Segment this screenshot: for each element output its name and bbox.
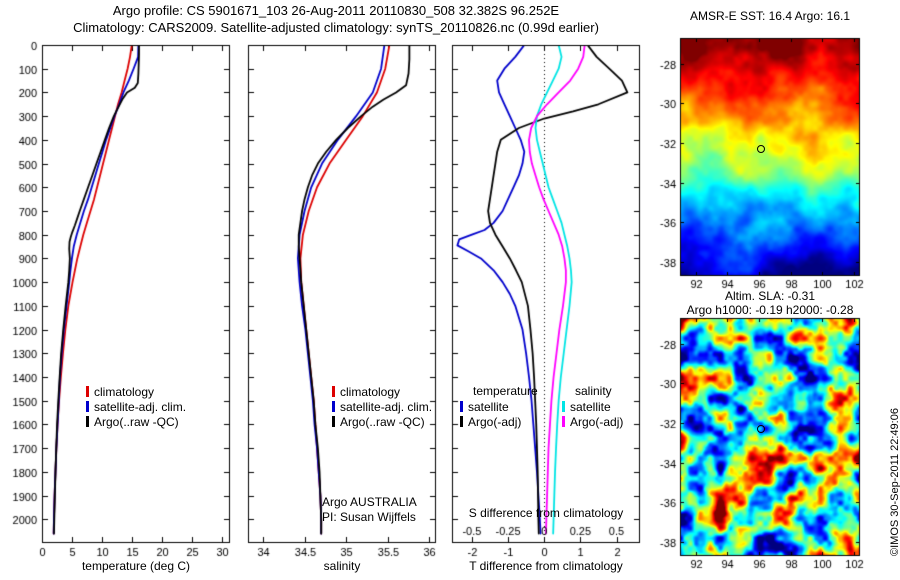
legend-label: satellite bbox=[570, 399, 611, 414]
argo-raw-swatch bbox=[86, 416, 89, 427]
argo-location-marker-sst bbox=[757, 145, 765, 153]
legend-item-argo-adj: Argo(-adj) bbox=[460, 414, 538, 429]
legend-label: satellite-adj. clim. bbox=[340, 399, 433, 414]
argo-australia-annotation: Argo AUSTRALIA PI: Susan Wijffels bbox=[322, 495, 417, 525]
satellite-temp-swatch bbox=[460, 401, 463, 412]
figure-title-line-2: Climatology: CARS2009. Satellite-adjuste… bbox=[73, 20, 599, 35]
legend-item-satellite: satellite bbox=[460, 399, 538, 414]
satellite-sal-swatch bbox=[562, 401, 565, 412]
legend-label: climatology bbox=[340, 384, 401, 399]
annotation-line-2: PI: Susan Wijffels bbox=[322, 510, 416, 524]
legend-item-satellite-adj: satellite-adj. clim. bbox=[332, 399, 432, 414]
t-difference-axis-label: T difference from climatology bbox=[469, 559, 623, 573]
legend-label: Argo(..raw -QC) bbox=[94, 414, 179, 429]
legend-item-argo-adj: Argo(-adj) bbox=[562, 414, 623, 429]
salinity-axis-label: salinity bbox=[323, 559, 361, 573]
legend-label: Argo(..raw -QC) bbox=[340, 414, 425, 429]
legend-item-satellite: satellite bbox=[562, 399, 623, 414]
climatology-swatch bbox=[332, 386, 335, 397]
s-difference-axis-label: S difference from climatology bbox=[468, 506, 624, 520]
annotation-line-1: Argo AUSTRALIA bbox=[322, 495, 417, 509]
legend-header-salinity: salinity bbox=[575, 384, 612, 398]
figure-title-line-1: Argo profile: CS 5901671_103 26-Aug-2011… bbox=[112, 3, 560, 18]
legend-label: Argo(-adj) bbox=[468, 414, 522, 429]
argo-temp-swatch bbox=[460, 416, 463, 427]
satellite-adj-swatch bbox=[332, 401, 335, 412]
legend-item-climatology: climatology bbox=[86, 384, 186, 399]
argo-location-marker-sla bbox=[757, 425, 765, 433]
legend-label: Argo(-adj) bbox=[570, 414, 624, 429]
sla-map-title-line-2: Argo h1000: -0.19 h2000: -0.28 bbox=[686, 303, 854, 317]
difference-legend-salinity: salinity satellite Argo(-adj) bbox=[562, 384, 623, 429]
legend-item-satellite-adj: satellite-adj. clim. bbox=[86, 399, 186, 414]
climatology-swatch bbox=[86, 386, 89, 397]
difference-legend-temperature: temperature satellite Argo(-adj) bbox=[460, 384, 538, 429]
temperature-axis-label: temperature (deg C) bbox=[81, 559, 191, 573]
argo-sal-swatch bbox=[562, 416, 565, 427]
satellite-adj-swatch bbox=[86, 401, 89, 412]
salinity-legend: climatology satellite-adj. clim. Argo(..… bbox=[332, 384, 432, 429]
legend-label: climatology bbox=[94, 384, 155, 399]
legend-item-argo-raw: Argo(..raw -QC) bbox=[86, 414, 186, 429]
legend-header-temperature: temperature bbox=[473, 384, 538, 398]
argo-raw-swatch bbox=[332, 416, 335, 427]
temperature-legend: climatology satellite-adj. clim. Argo(..… bbox=[86, 384, 186, 429]
imos-timestamp-watermark: ©IMOS 30-Sep-2011 22:49:06 bbox=[889, 408, 900, 556]
sst-map-title: AMSR-E SST: 16.4 Argo: 16.1 bbox=[689, 9, 851, 23]
legend-item-argo-raw: Argo(..raw -QC) bbox=[332, 414, 432, 429]
legend-item-climatology: climatology bbox=[332, 384, 432, 399]
legend-label: satellite bbox=[468, 399, 509, 414]
sla-map-title-line-1: Altim. SLA: -0.31 bbox=[724, 289, 816, 303]
legend-label: satellite-adj. clim. bbox=[94, 399, 187, 414]
